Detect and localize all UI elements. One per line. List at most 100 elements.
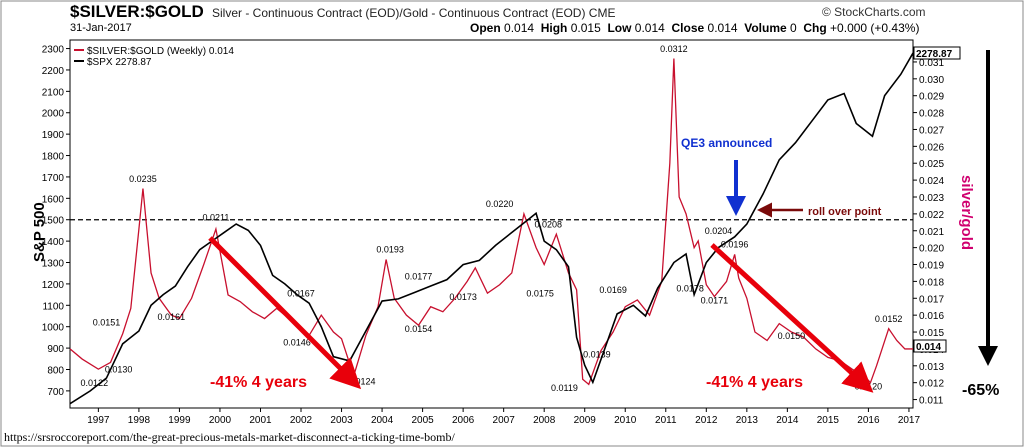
qe3-label: QE3 announced: [681, 136, 772, 150]
decline-label-1: -41% 4 years: [210, 374, 307, 391]
y2-tick-label: 0.028: [919, 109, 944, 120]
y2-tick-label: 0.018: [919, 277, 944, 288]
last-value-box-ratio: [913, 339, 947, 353]
point-label: 0.0151: [93, 317, 121, 327]
left-axis-label: S&P 500: [31, 202, 48, 262]
x-tick-label: 1998: [128, 415, 151, 426]
x-tick-label: 2017: [898, 415, 921, 426]
point-label: 0.0173: [449, 292, 477, 302]
y2-tick-label: 0.016: [919, 311, 944, 322]
chart-symbol: $SILVER:$GOLD: [70, 2, 204, 21]
point-label: 0.0220: [486, 199, 514, 209]
y-tick-label: 1800: [42, 152, 65, 163]
rollover-label: roll over point: [808, 206, 882, 218]
point-label: 0.0119: [551, 383, 578, 393]
open-label: Open: [470, 21, 501, 35]
y2-tick-label: 0.021: [919, 227, 944, 238]
x-tick-label: 2000: [209, 415, 232, 426]
y2-tick-label: 0.015: [919, 328, 944, 339]
x-tick-label: 2016: [857, 415, 880, 426]
low-label: Low: [607, 21, 632, 35]
x-tick-label: 2004: [371, 415, 394, 426]
last-value-box-spx: [913, 46, 961, 60]
x-tick-label: 2003: [330, 415, 353, 426]
low-value: 0.014: [634, 21, 665, 35]
y-tick-label: 1100: [42, 301, 64, 312]
chart-date: 31-Jan-2017: [70, 22, 132, 34]
chg-label: Chg: [803, 21, 827, 35]
close-label: Close: [671, 21, 705, 35]
last-value-spx: 2278.87: [916, 49, 953, 60]
y-tick-label: 2300: [42, 45, 65, 56]
y2-tick-label: 0.013: [919, 362, 944, 373]
x-tick-label: 2008: [533, 415, 556, 426]
point-label: 0.0204: [705, 226, 733, 236]
right-axis-label: silver/gold: [958, 175, 975, 250]
point-label: 0.0175: [526, 289, 554, 299]
y2-tick-label: 0.017: [919, 294, 944, 305]
chg-value: +0.000 (+0.43%): [830, 21, 920, 35]
brand-logo: © StockCharts.com: [822, 5, 926, 19]
x-tick-label: 1997: [87, 415, 110, 426]
point-label: 0.0312: [660, 44, 688, 54]
y2-tick-label: 0.030: [919, 75, 944, 86]
x-tick-label: 2002: [290, 415, 313, 426]
y-tick-label: 2000: [42, 109, 65, 120]
y-tick-label: 700: [47, 387, 64, 398]
y2-tick-label: 0.022: [919, 210, 944, 221]
point-label: 0.0154: [405, 324, 433, 334]
point-label: 0.0211: [202, 213, 229, 223]
y-tick-label: 800: [47, 365, 64, 376]
point-label: 0.0124: [348, 376, 376, 386]
y2-tick-label: 0.027: [919, 125, 944, 136]
x-tick-label: 2011: [655, 415, 677, 426]
x-tick-label: 2015: [817, 415, 840, 426]
y2-tick-label: 0.023: [919, 193, 944, 204]
point-label: 0.0171: [701, 295, 729, 305]
point-label: 0.0146: [283, 338, 311, 348]
point-label: 0.0169: [599, 285, 627, 295]
last-value-ratio: 0.014: [916, 342, 941, 353]
plot-frame: [69, 39, 914, 409]
point-label: 0.0122: [81, 378, 109, 388]
point-label: 0.0196: [721, 240, 749, 250]
y-tick-label: 1400: [42, 237, 65, 248]
point-label: 0.0130: [105, 365, 133, 375]
y2-tick-label: 0.019: [919, 261, 944, 272]
point-label: 0.0177: [405, 272, 433, 282]
x-tick-label: 2005: [411, 415, 434, 426]
y2-tick-label: 0.029: [919, 92, 944, 103]
point-label: 0.0193: [376, 245, 404, 255]
y2-tick-label: 0.031: [919, 58, 944, 69]
point-label: 0.0150: [778, 331, 806, 341]
y-tick-label: 2100: [42, 87, 65, 98]
x-tick-label: 2009: [574, 415, 597, 426]
point-label: 0.0139: [583, 349, 611, 359]
point-label: 0.0167: [287, 289, 315, 299]
y-tick-label: 1500: [42, 216, 65, 227]
y-tick-label: 1000: [42, 323, 65, 334]
x-tick-label: 2007: [493, 415, 516, 426]
legend-entry-spx: $SPX 2278.87: [87, 57, 152, 68]
close-value: 0.014: [707, 21, 738, 35]
y2-tick-label: 0.026: [919, 142, 944, 153]
y2-tick-label: 0.024: [919, 176, 944, 187]
x-tick-label: 2014: [776, 415, 799, 426]
y2-tick-label: 0.025: [919, 159, 944, 170]
point-label: 0.0152: [875, 314, 903, 324]
point-label: 0.0161: [158, 312, 186, 322]
y-tick-label: 1600: [42, 194, 65, 205]
x-tick-label: 2013: [736, 415, 759, 426]
y-tick-label: 900: [47, 344, 64, 355]
point-label: 0.0120: [855, 381, 883, 391]
x-tick-label: 2001: [249, 415, 272, 426]
decline-label-2: -41% 4 years: [706, 374, 803, 391]
y2-tick-label: 0.020: [919, 244, 944, 255]
ohlc-bar: Open 0.014 High 0.015 Low 0.014 Close 0.…: [470, 21, 919, 35]
volume-value: 0: [790, 21, 797, 35]
point-label: 0.0208: [534, 219, 562, 229]
decline-arrow-1: [208, 236, 362, 390]
x-tick-label: 1999: [168, 415, 191, 426]
y-tick-label: 2200: [42, 66, 65, 77]
legend-entry-ratio: $SILVER:$GOLD (Weekly) 0.014: [87, 46, 234, 57]
